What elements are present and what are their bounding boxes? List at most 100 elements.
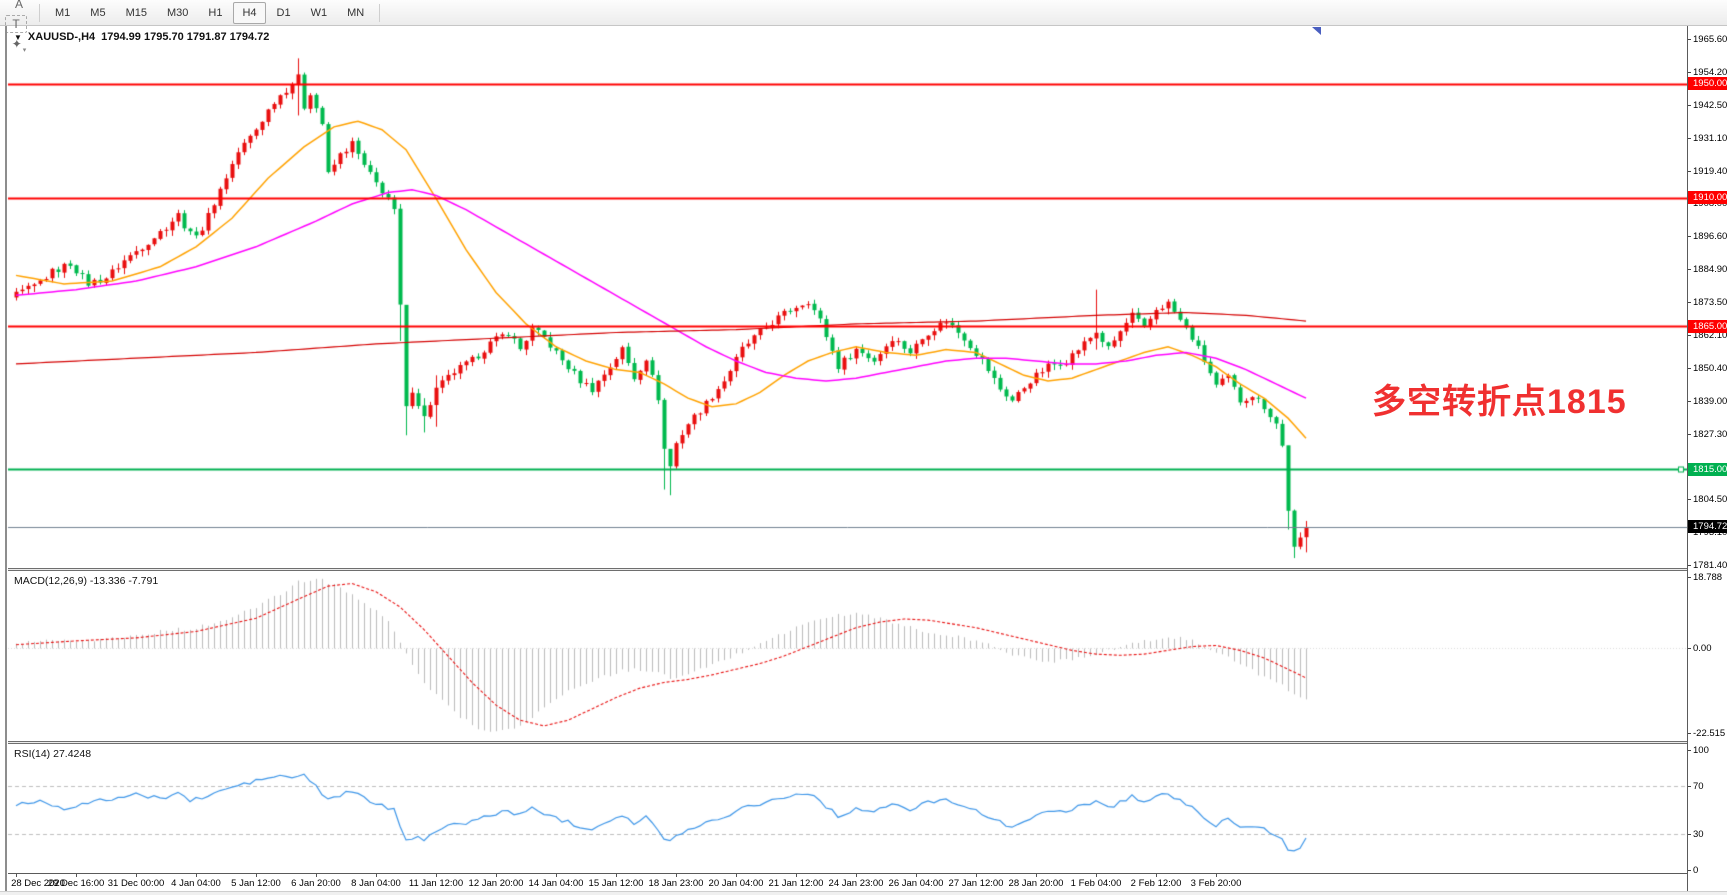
time-tick-mark (256, 874, 257, 877)
timeframe-button-h1[interactable]: H1 (208, 6, 223, 19)
price-level-badge: 1815.00 (1688, 462, 1727, 476)
time-axis[interactable]: 28 Dec 2020 29 Dec 16:00 31 Dec 00:00 4 Jan… (8, 873, 1687, 891)
ohlc-values: 1794.99 1795.70 1791.87 1794.72 (101, 31, 270, 43)
axis-tick-label: 0.00 (1693, 642, 1712, 654)
time-axis-label: 29 Dec 16:00 (47, 878, 105, 889)
timeframe-button-group: M1 M5 M15 M30 H1 H4 D1 W1 MN (45, 1, 374, 24)
timeframe-button-w1[interactable]: W1 (310, 6, 328, 19)
text-box-icon-glyph: T (12, 16, 20, 31)
price-axis[interactable]: 1965.601954.201942.501931.101919.401908.… (1687, 26, 1727, 891)
axis-tick-mark (1688, 71, 1691, 73)
pane-splitter-rsi[interactable] (8, 741, 1687, 744)
time-axis-label: 1 Feb 04:00 (1070, 878, 1122, 889)
annotation-text: 多空转折点1815 (1372, 383, 1627, 421)
axis-tick-label: 1827.30 (1693, 428, 1727, 440)
axis-tick-mark (1688, 334, 1691, 336)
time-tick-mark (616, 874, 617, 877)
axis-tick-mark (1688, 367, 1691, 369)
axis-tick-mark (1688, 302, 1691, 303)
timeframe-button-m30[interactable]: M30 (166, 6, 189, 19)
time-axis-label: 21 Jan 12:00 (768, 878, 824, 889)
price-level-badge: 1865.00 (1688, 319, 1727, 333)
axis-tick-mark (1688, 870, 1691, 871)
rsi-title: RSI(14) (14, 748, 51, 760)
time-axis-label: 11 Jan 12:00 (408, 878, 464, 889)
axis-tick-mark (1688, 565, 1691, 566)
axis-tick-mark (1688, 433, 1691, 435)
price-chart-canvas[interactable] (0, 26, 1687, 873)
font-a-icon[interactable]: A (5, 0, 33, 15)
macd-title: MACD(12,26,9) (14, 575, 87, 587)
time-tick-mark (796, 874, 797, 877)
axis-tick-mark (1688, 236, 1691, 238)
rsi-pane-label: RSI(14) 27.4248 (14, 748, 91, 760)
window-left-frame (0, 26, 7, 895)
time-tick-mark (1096, 874, 1097, 877)
axis-tick-label: -22.515 (1693, 728, 1726, 739)
axis-tick-label: 1850.40 (1693, 362, 1727, 374)
timeframe-button-d1[interactable]: D1 (276, 6, 291, 19)
time-axis-label: 3 Feb 20:00 (1190, 878, 1242, 889)
time-tick-mark (76, 874, 77, 877)
time-axis-label: 28 Dec 2020 (11, 878, 65, 889)
time-axis-label: 15 Jan 12:00 (588, 878, 644, 889)
axis-tick-label: 1942.50 (1693, 99, 1727, 111)
time-axis-label: 4 Jan 04:00 (171, 878, 221, 889)
symbol-period-label: XAUUSD-,H4 (27, 31, 96, 43)
axis-tick-mark (1688, 834, 1691, 835)
axis-tick-label: 1862.10 (1693, 329, 1727, 341)
time-axis-label: 8 Jan 04:00 (351, 878, 401, 889)
timeframe-button-m5[interactable]: M5 (90, 6, 106, 19)
time-tick-mark (976, 874, 977, 877)
axis-tick-mark (1688, 269, 1691, 271)
chart-shift-marker-icon (1312, 27, 1321, 35)
axis-tick-label: 1781.40 (1693, 560, 1727, 571)
axis-tick-mark (1688, 577, 1691, 578)
toolbar-separator (39, 3, 40, 22)
time-axis-label: 12 Jan 20:00 (468, 878, 524, 889)
time-axis-label: 14 Jan 04:00 (528, 878, 584, 889)
axis-tick-mark (1688, 499, 1691, 501)
timeframe-button-mn[interactable]: MN (347, 6, 365, 19)
time-axis-label: 24 Jan 23:00 (828, 878, 884, 889)
time-axis-label: 5 Jan 12:00 (231, 878, 281, 889)
axis-tick-mark (1688, 647, 1691, 649)
time-axis-label: 18 Jan 23:00 (648, 878, 704, 889)
macd-values: -13.336 -7.791 (89, 575, 159, 587)
axis-tick-mark (1688, 733, 1691, 734)
axis-tick-mark (1688, 400, 1691, 402)
time-tick-mark (1156, 874, 1157, 877)
time-tick-mark (676, 874, 677, 877)
time-tick-mark (316, 874, 317, 877)
timeframe-button-h4[interactable]: H4 (233, 1, 266, 24)
time-axis-label: 26 Jan 04:00 (888, 878, 944, 889)
price-level-badge: 1950.00 (1688, 77, 1727, 91)
axis-tick-mark (1688, 170, 1691, 172)
axis-tick-label: 30 (1693, 829, 1704, 840)
time-axis-label: 27 Jan 12:00 (948, 878, 1004, 889)
axis-tick-label: 1954.20 (1693, 66, 1727, 78)
timeframe-button-m15[interactable]: M15 (125, 6, 147, 19)
time-tick-mark (736, 874, 737, 877)
time-axis-label: 2 Feb 12:00 (1130, 878, 1182, 889)
pane-splitter-macd[interactable] (8, 568, 1687, 571)
axis-tick-label: 1965.60 (1693, 34, 1727, 45)
axis-tick-mark (1688, 137, 1691, 139)
time-tick-mark (1036, 874, 1037, 877)
font-a-icon-glyph: A (14, 0, 23, 11)
time-tick-mark (556, 874, 557, 877)
timeframe-button-m1[interactable]: M1 (55, 6, 71, 19)
axis-tick-label: 0 (1693, 865, 1699, 876)
symbol-dropdown-icon[interactable]: ▼ (14, 32, 22, 42)
time-axis-label: 31 Dec 00:00 (107, 878, 165, 889)
axis-tick-mark (1688, 750, 1691, 751)
axis-tick-mark (1688, 104, 1691, 106)
time-tick-mark (16, 874, 17, 877)
time-tick-mark (916, 874, 917, 877)
axis-tick-label: 70 (1693, 781, 1704, 792)
axis-tick-label: 18.788 (1693, 572, 1723, 583)
time-tick-mark (376, 874, 377, 877)
axis-tick-label: 1896.60 (1693, 231, 1727, 243)
